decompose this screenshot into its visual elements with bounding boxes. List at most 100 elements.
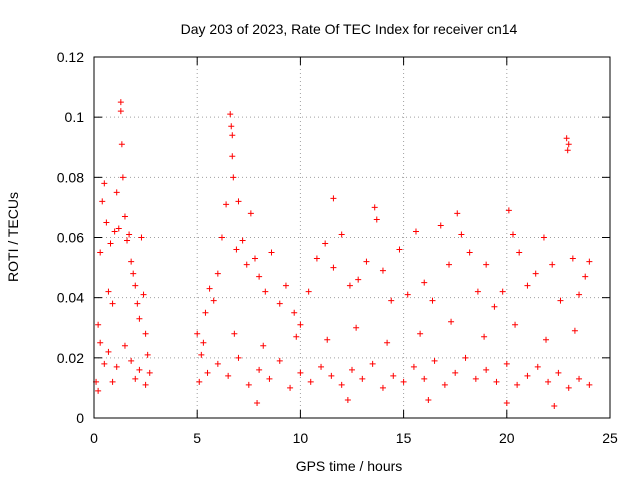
data-point (136, 366, 143, 373)
data-point (204, 369, 211, 376)
data-point (532, 270, 539, 277)
data-point (474, 288, 481, 295)
data-point (344, 396, 351, 403)
data-point (540, 234, 547, 241)
y-tick-label: 0 (76, 410, 84, 426)
data-point (206, 285, 213, 292)
data-point (491, 303, 498, 310)
x-axis-ticks: 0 5 10 15 20 25 (90, 57, 618, 446)
data-point (105, 288, 112, 295)
data-point (128, 357, 135, 364)
data-point (313, 255, 320, 262)
data-point (142, 330, 149, 337)
data-point (291, 309, 298, 316)
data-point (448, 318, 455, 325)
y-tick-label: 0.12 (57, 49, 84, 65)
data-point (225, 372, 232, 379)
data-point (446, 261, 453, 268)
data-point (431, 357, 438, 364)
data-point (256, 366, 263, 373)
y-tick-label: 0.08 (57, 169, 84, 185)
data-point (425, 396, 432, 403)
x-tick-label: 20 (499, 430, 515, 446)
plot-points (93, 99, 593, 409)
x-tick-label: 15 (396, 430, 412, 446)
data-point (503, 360, 510, 367)
y-axis-label: ROTI / TECUs (5, 192, 21, 282)
data-point (130, 270, 137, 277)
data-point (454, 210, 461, 217)
data-point (384, 339, 391, 346)
data-point (330, 195, 337, 202)
data-point (144, 351, 151, 358)
data-point (297, 369, 304, 376)
chart-title: Day 203 of 2023, Rate Of TEC Index for r… (181, 21, 518, 37)
data-point (243, 261, 250, 268)
data-point (346, 282, 353, 289)
data-point (551, 402, 558, 409)
data-point (557, 297, 564, 304)
data-point (117, 99, 124, 106)
data-point (534, 363, 541, 370)
data-point (353, 324, 360, 331)
data-point (305, 288, 312, 295)
x-tick-label: 0 (90, 430, 98, 446)
data-point (124, 237, 131, 244)
data-point (322, 240, 329, 247)
data-point (95, 387, 102, 394)
data-point (202, 309, 209, 316)
y-tick-label: 0.1 (65, 109, 85, 125)
data-point (390, 372, 397, 379)
data-point (338, 381, 345, 388)
data-point (119, 174, 126, 181)
data-point (555, 369, 562, 376)
data-point (549, 261, 556, 268)
data-point (545, 378, 552, 385)
data-point (95, 321, 102, 328)
data-point (297, 321, 304, 328)
data-point (97, 339, 104, 346)
data-point (214, 270, 221, 277)
data-point (355, 276, 362, 283)
x-axis-label: GPS time / hours (296, 458, 403, 474)
data-point (466, 249, 473, 256)
data-point (109, 300, 116, 307)
data-point (101, 360, 108, 367)
data-point (132, 282, 139, 289)
data-point (136, 315, 143, 322)
data-point (410, 363, 417, 370)
y-tick-label: 0.02 (57, 350, 84, 366)
data-point (276, 357, 283, 364)
data-point (373, 216, 380, 223)
data-point (499, 288, 506, 295)
data-point (338, 231, 345, 238)
data-point (103, 219, 110, 226)
data-point (99, 198, 106, 205)
data-point (512, 321, 519, 328)
data-point (276, 300, 283, 307)
data-point (229, 132, 236, 139)
data-point (576, 375, 583, 382)
data-point (254, 399, 261, 406)
data-point (109, 378, 116, 385)
data-point (256, 273, 263, 280)
grid-lines (94, 57, 610, 418)
data-point (586, 381, 593, 388)
data-point (126, 231, 133, 238)
data-point (369, 360, 376, 367)
data-point (516, 249, 523, 256)
y-tick-label: 0.06 (57, 230, 84, 246)
data-point (586, 258, 593, 265)
data-point (101, 180, 108, 187)
data-point (287, 384, 294, 391)
y-axis-ticks: 0 0.02 0.04 0.06 0.08 0.1 0.12 (57, 49, 610, 426)
data-point (458, 231, 465, 238)
data-point (388, 297, 395, 304)
data-point (230, 174, 237, 181)
data-point (429, 297, 436, 304)
data-point (421, 375, 428, 382)
data-point (251, 255, 258, 262)
data-point (481, 333, 488, 340)
data-point (121, 213, 128, 220)
